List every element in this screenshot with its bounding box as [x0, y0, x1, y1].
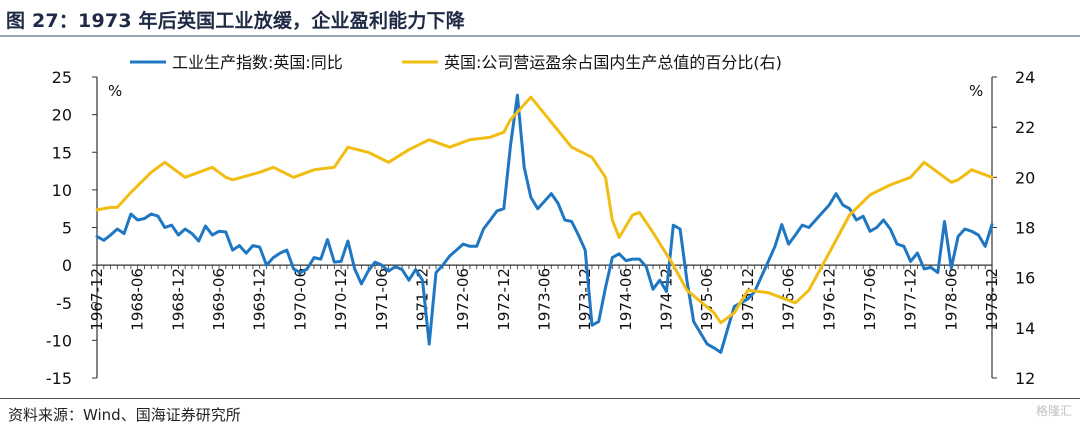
x-tick-label: 1971-06: [373, 268, 391, 331]
x-tick-label: 1973-06: [536, 268, 554, 331]
x-tick-label: 1968-12: [169, 268, 187, 331]
chart-legend: 工业生产指数:英国:同比 英国:公司营运盈余占国内生产总值的百分比(右): [130, 53, 782, 72]
x-tick-label: 1967-12: [88, 268, 106, 331]
right-y-unit-label: %: [969, 82, 983, 100]
chart-axes: -15 -10 -5 0 5 10 15 20 25% 12 14 16 18 20 22 24% 1967-1…: [46, 68, 1036, 388]
line-chart: 工业生产指数:英国:同比 英国:公司营运盈余占国内生产总值的百分比(右) -15-…: [46, 53, 1036, 388]
operating-surplus-gdp-share-line: [95, 95, 994, 325]
x-tick-label: 1968-06: [129, 268, 147, 331]
x-tick-label: 1974-06: [617, 268, 635, 331]
left-y-tick-label: 5: [62, 219, 72, 238]
footer-divider: [0, 398, 1080, 399]
x-tick-label: 1970-06: [291, 268, 309, 331]
left-y-tick-label: 15: [52, 143, 72, 162]
left-y-unit-label: %: [108, 82, 122, 100]
watermark-logo: 格隆汇: [1035, 404, 1072, 418]
right-y-tick-label: 18: [1015, 219, 1035, 238]
title-divider: [0, 35, 1080, 37]
x-tick-label: 1978-06: [942, 268, 960, 331]
x-tick-label: 1975-06: [698, 268, 716, 331]
industrial-production-yoy-line: [95, 93, 994, 354]
legend-label: 英国:公司营运盈余占国内生产总值的百分比(右): [444, 53, 782, 72]
chart-series: [95, 93, 994, 354]
right-y-tick-label: 12: [1015, 369, 1035, 388]
left-y-tick-label: -15: [46, 369, 72, 388]
x-tick-label: 1969-12: [251, 268, 269, 331]
x-tick-label: 1978-12: [983, 268, 1001, 331]
x-tick-label: 1970-12: [332, 268, 350, 331]
x-tick-label: 1969-06: [210, 268, 228, 331]
left-y-tick-label: 0: [62, 256, 72, 275]
left-y-tick-label: 20: [52, 106, 72, 125]
right-y-tick-label: 16: [1015, 269, 1035, 288]
x-tick-label: 1977-06: [861, 268, 879, 331]
figure-title: 图 27：1973 年后英国工业放缓，企业盈利能力下降: [6, 10, 465, 32]
left-y-tick-label: 10: [52, 181, 72, 200]
right-y-tick-label: 22: [1015, 118, 1035, 137]
right-y-tick-label: 14: [1015, 319, 1035, 338]
left-y-tick-label: -10: [46, 331, 72, 350]
left-y-tick-label: 25: [52, 68, 72, 87]
left-y-tick-label: -5: [56, 294, 72, 313]
x-tick-label: 1972-06: [454, 268, 472, 331]
x-tick-label: 1976-12: [820, 268, 838, 331]
legend-label: 工业生产指数:英国:同比: [172, 53, 343, 72]
right-y-tick-label: 24: [1015, 68, 1035, 87]
x-tick-label: 1972-12: [495, 268, 513, 331]
right-y-tick-label: 20: [1015, 168, 1035, 187]
x-tick-label: 1977-12: [902, 268, 920, 331]
source-note: 资料来源：Wind、国海证券研究所: [8, 406, 241, 424]
